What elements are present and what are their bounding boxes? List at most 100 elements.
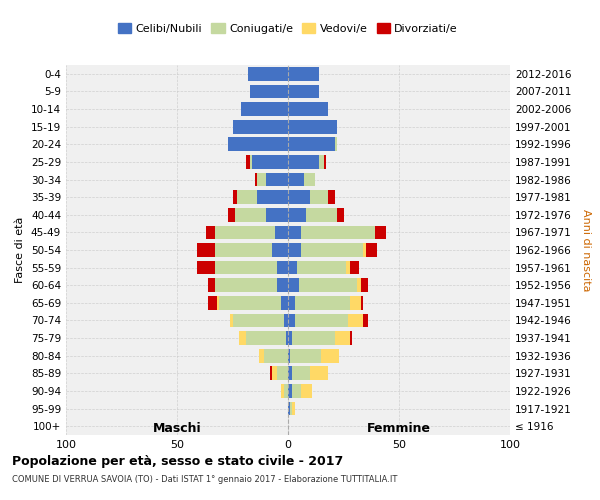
Bar [281, 384, 284, 398]
Bar [284, 384, 288, 398]
Bar [288, 349, 290, 362]
Bar [288, 384, 292, 398]
Bar [288, 138, 335, 151]
Bar [237, 190, 257, 204]
Bar [290, 349, 322, 362]
Bar [364, 314, 368, 328]
Bar [292, 331, 335, 345]
Bar [217, 296, 219, 310]
Bar [248, 67, 288, 80]
Bar [288, 366, 292, 380]
Bar [295, 314, 348, 328]
Bar [228, 208, 235, 222]
Bar [288, 296, 295, 310]
Bar [288, 402, 290, 415]
Text: Maschi: Maschi [152, 422, 202, 435]
Bar [292, 366, 310, 380]
Bar [301, 243, 364, 257]
Bar [335, 331, 350, 345]
Bar [290, 402, 292, 415]
Bar [272, 366, 277, 380]
Bar [357, 278, 361, 292]
Bar [299, 278, 357, 292]
Bar [328, 190, 335, 204]
Bar [253, 155, 288, 169]
Bar [310, 366, 328, 380]
Bar [246, 155, 250, 169]
Bar [277, 366, 288, 380]
Bar [257, 190, 288, 204]
Bar [366, 243, 377, 257]
Bar [364, 243, 366, 257]
Bar [374, 226, 386, 239]
Bar [215, 243, 272, 257]
Bar [277, 278, 288, 292]
Bar [346, 260, 350, 274]
Bar [277, 260, 288, 274]
Bar [233, 314, 284, 328]
Legend: Celibi/Nubili, Coniugati/e, Vedovi/e, Divorziati/e: Celibi/Nubili, Coniugati/e, Vedovi/e, Di… [113, 19, 463, 38]
Bar [288, 67, 319, 80]
Bar [306, 208, 337, 222]
Bar [361, 278, 368, 292]
Bar [322, 349, 339, 362]
Bar [288, 190, 310, 204]
Bar [228, 138, 288, 151]
Bar [288, 314, 295, 328]
Bar [250, 84, 288, 98]
Bar [233, 120, 288, 134]
Bar [301, 384, 313, 398]
Bar [301, 226, 374, 239]
Bar [241, 102, 288, 116]
Y-axis label: Fasce di età: Fasce di età [16, 217, 25, 283]
Bar [292, 384, 301, 398]
Bar [288, 84, 319, 98]
Bar [288, 120, 337, 134]
Bar [295, 296, 350, 310]
Bar [323, 155, 326, 169]
Bar [286, 331, 288, 345]
Bar [208, 296, 217, 310]
Bar [361, 296, 364, 310]
Bar [288, 226, 301, 239]
Bar [259, 349, 263, 362]
Bar [270, 366, 272, 380]
Bar [219, 296, 281, 310]
Bar [288, 208, 306, 222]
Bar [350, 260, 359, 274]
Bar [257, 172, 266, 186]
Bar [297, 260, 346, 274]
Bar [235, 208, 266, 222]
Bar [350, 331, 352, 345]
Bar [266, 208, 288, 222]
Bar [284, 314, 288, 328]
Bar [250, 155, 253, 169]
Bar [246, 331, 286, 345]
Bar [348, 314, 364, 328]
Y-axis label: Anni di nascita: Anni di nascita [581, 209, 591, 291]
Bar [239, 331, 246, 345]
Bar [215, 260, 277, 274]
Bar [206, 226, 215, 239]
Bar [230, 314, 233, 328]
Bar [233, 190, 237, 204]
Bar [272, 243, 288, 257]
Bar [288, 243, 301, 257]
Bar [350, 296, 361, 310]
Bar [288, 260, 297, 274]
Bar [215, 226, 275, 239]
Bar [292, 402, 295, 415]
Bar [281, 296, 288, 310]
Bar [335, 138, 337, 151]
Text: COMUNE DI VERRUA SAVOIA (TO) - Dati ISTAT 1° gennaio 2017 - Elaborazione TUTTITA: COMUNE DI VERRUA SAVOIA (TO) - Dati ISTA… [12, 475, 397, 484]
Bar [255, 172, 257, 186]
Bar [275, 226, 288, 239]
Bar [215, 278, 277, 292]
Bar [288, 102, 328, 116]
Bar [288, 331, 292, 345]
Bar [288, 155, 319, 169]
Text: Popolazione per età, sesso e stato civile - 2017: Popolazione per età, sesso e stato civil… [12, 455, 343, 468]
Bar [263, 349, 288, 362]
Bar [304, 172, 314, 186]
Bar [208, 278, 215, 292]
